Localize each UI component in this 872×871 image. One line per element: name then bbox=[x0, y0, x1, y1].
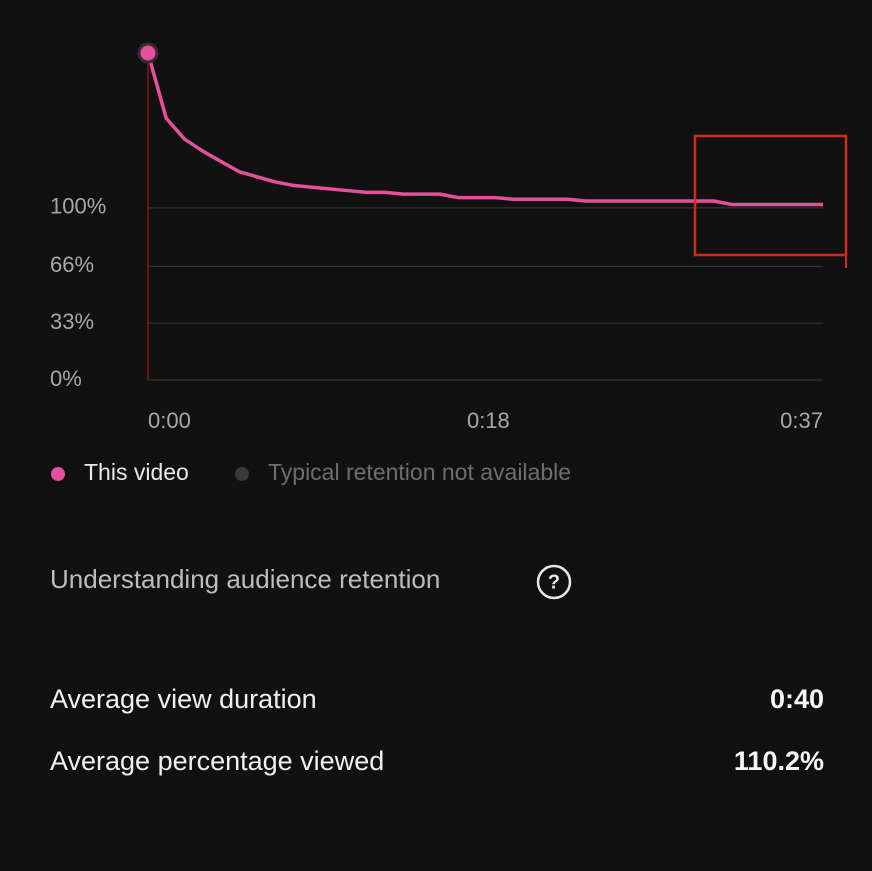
series-line bbox=[146, 52, 823, 207]
help-icon[interactable] bbox=[536, 564, 572, 600]
legend-unavailable: Typical retention not available bbox=[268, 459, 571, 485]
y-tick-label: 100% bbox=[50, 194, 106, 219]
stat-label: Average view duration bbox=[50, 684, 317, 714]
annotation-box bbox=[693, 134, 848, 257]
stat-label: Average percentage viewed bbox=[50, 746, 384, 776]
legend-dot-muted bbox=[235, 467, 249, 481]
help-link[interactable]: Understanding audience retention bbox=[50, 564, 440, 594]
y-tick-label: 33% bbox=[50, 309, 94, 334]
y-tick-label: 0% bbox=[50, 366, 82, 391]
stat-value: 110.2% bbox=[734, 746, 824, 776]
x-tick-label: 0:37 bbox=[780, 408, 823, 433]
start-point bbox=[137, 42, 159, 64]
legend-label: This video bbox=[84, 459, 189, 485]
y-tick-label: 66% bbox=[50, 252, 94, 277]
legend-dot bbox=[51, 467, 65, 481]
x-tick-label: 0:18 bbox=[467, 408, 510, 433]
retention-chart: 0% 33% 66% 100% 0:00 0:18 0:37 bbox=[50, 42, 823, 433]
stat-value: 0:40 bbox=[770, 684, 824, 714]
x-tick-label: 0:00 bbox=[148, 408, 191, 433]
help-icon-glyph: ? bbox=[548, 571, 560, 593]
